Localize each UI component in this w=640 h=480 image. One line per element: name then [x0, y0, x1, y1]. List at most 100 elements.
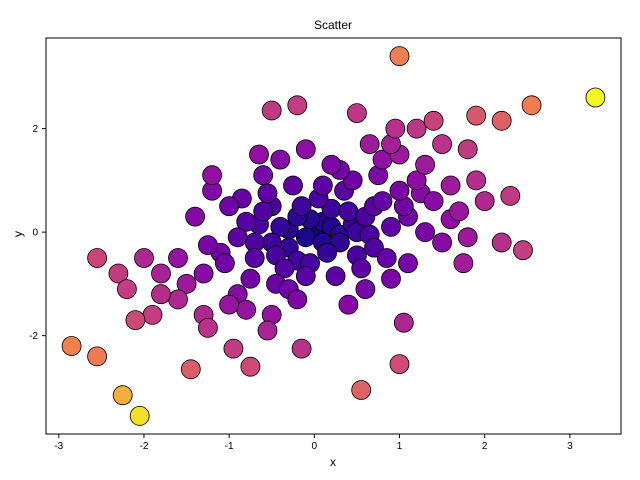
scatter-point [491, 232, 512, 253]
scatter-point [474, 191, 495, 212]
scatter-point [134, 248, 154, 268]
scatter-point [423, 110, 444, 131]
scatter-point [393, 312, 414, 333]
points-layer [61, 46, 606, 426]
scatter-point [61, 336, 82, 356]
scatter-point [151, 263, 171, 284]
scatter-point [389, 180, 410, 201]
scatter-point [176, 273, 197, 294]
scatter-point [415, 154, 436, 175]
scatter-point [432, 134, 453, 155]
scatter-point [295, 227, 316, 248]
x-tick-label: 0 [312, 441, 318, 452]
x-tick-label: 1 [397, 441, 403, 452]
scatter-point [180, 359, 201, 380]
y-axis-ticks: -2 0 2 [29, 124, 46, 342]
scatter-point [240, 356, 261, 377]
scatter-point [168, 289, 188, 310]
scatter-point [295, 139, 316, 160]
scatter-point [185, 206, 206, 227]
scatter-point [117, 279, 137, 300]
scatter-point [261, 100, 282, 121]
scatter-point [381, 268, 401, 289]
scatter-point [500, 185, 521, 206]
scatter-point [317, 242, 338, 263]
scatter-point [457, 227, 478, 248]
x-axis-label: x [330, 455, 336, 469]
scatter-point [321, 154, 342, 175]
scatter-point [283, 175, 303, 196]
scatter-point [415, 222, 436, 243]
scatter-point [202, 165, 223, 186]
chart-title: Scatter [314, 18, 352, 32]
scatter-point [389, 354, 410, 375]
scatter-point [449, 201, 470, 222]
scatter-point [270, 149, 291, 170]
scatter-point [381, 216, 401, 237]
scatter-point [291, 338, 312, 359]
scatter-point [513, 240, 533, 261]
y-tick-label: 2 [32, 124, 38, 135]
scatter-point [244, 248, 265, 268]
scatter-point [355, 279, 376, 300]
scatter-point [351, 258, 372, 279]
scatter-point [112, 385, 133, 406]
scatter-point [87, 248, 107, 268]
y-tick-label: -2 [29, 331, 38, 342]
scatter-point [274, 258, 295, 279]
scatter-point [287, 95, 308, 116]
scatter-point [249, 144, 269, 165]
plot-frame [45, 37, 622, 435]
scatter-point [406, 118, 427, 139]
scatter-point [453, 253, 474, 274]
scatter-point [389, 46, 410, 66]
scatter-point [351, 380, 372, 400]
scatter-point [151, 284, 171, 305]
scatter-point [291, 196, 312, 217]
scatter-point [197, 317, 218, 338]
scatter-point [219, 196, 240, 217]
scatter-point [338, 294, 359, 315]
scatter-point [125, 310, 146, 331]
x-tick-label: -1 [225, 441, 234, 452]
scatter-point [398, 253, 418, 274]
scatter-point [312, 175, 333, 196]
x-tick-label: -2 [140, 441, 149, 452]
x-tick-label: 2 [482, 441, 488, 452]
scatter-point [142, 304, 163, 325]
scatter-point [129, 405, 150, 426]
scatter-point [359, 134, 380, 155]
scatter-point [372, 191, 393, 212]
scatter-point [168, 248, 188, 268]
scatter-point [227, 227, 248, 248]
x-axis-ticks: -3 -2 -1 0 1 2 3 [54, 434, 573, 452]
y-tick-label: 0 [32, 228, 38, 239]
scatter-point [253, 165, 274, 186]
scatter-point [585, 87, 606, 108]
scatter-point [432, 232, 453, 253]
scatter-point [338, 201, 359, 222]
scatter-point [376, 248, 397, 268]
scatter-point [257, 320, 278, 341]
scatter-point [236, 299, 257, 320]
scatter-point [457, 139, 478, 160]
scatter-point [108, 263, 129, 284]
scatter-point [423, 191, 444, 212]
scatter-point [223, 338, 244, 359]
scatter-point [214, 253, 235, 274]
y-axis-label: y [11, 231, 25, 237]
scatter-point [219, 294, 240, 315]
scatter-point [87, 346, 107, 367]
scatter-point [466, 105, 487, 126]
scatter-point [197, 235, 218, 256]
scatter-point [240, 268, 261, 289]
scatter-point [236, 211, 257, 232]
scatter-point [406, 170, 427, 191]
scatter-point [295, 266, 316, 287]
scatter-point [491, 110, 512, 131]
scatter-point [270, 216, 291, 237]
scatter-point [440, 175, 461, 196]
x-tick-label: 3 [567, 441, 573, 452]
scatter-point [193, 263, 214, 284]
scatter-point [385, 118, 406, 139]
